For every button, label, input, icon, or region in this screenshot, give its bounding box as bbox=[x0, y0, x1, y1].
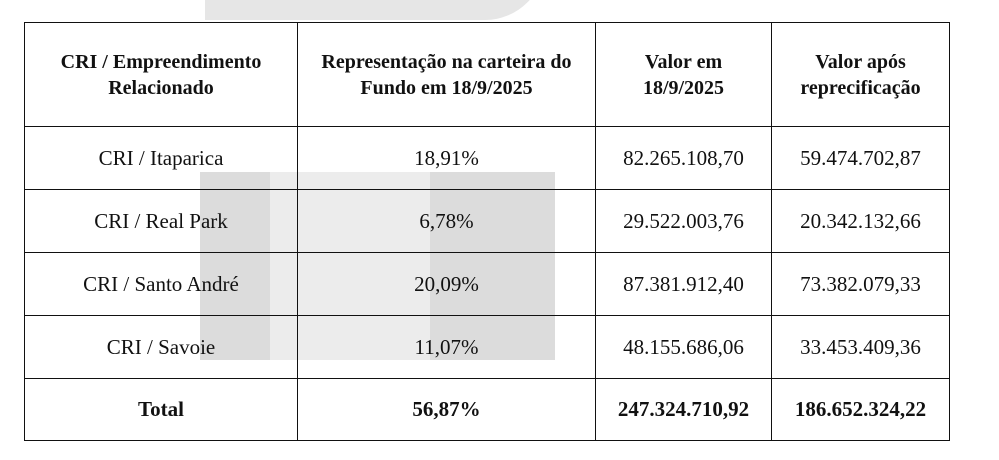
watermark-shape bbox=[205, 0, 545, 20]
total-representacao: 56,87% bbox=[297, 378, 596, 441]
table-row: CRI / Itaparica 18,91% 82.265.108,70 59.… bbox=[24, 126, 950, 190]
cell-valor-apos: 59.474.702,87 bbox=[771, 126, 950, 190]
total-valor-em: 247.324.710,92 bbox=[595, 378, 772, 441]
table-header-row: CRI / Empreendimento Relacionado Represe… bbox=[24, 22, 950, 127]
table-row: CRI / Santo André 20,09% 87.381.912,40 7… bbox=[24, 252, 950, 316]
cell-representacao: 20,09% bbox=[297, 252, 596, 316]
column-header-representacao: Representação na carteira do Fundo em 18… bbox=[297, 22, 596, 127]
cell-empreendimento: CRI / Real Park bbox=[24, 189, 298, 253]
cell-empreendimento: CRI / Santo André bbox=[24, 252, 298, 316]
cell-representacao: 18,91% bbox=[297, 126, 596, 190]
cell-representacao: 11,07% bbox=[297, 315, 596, 379]
total-valor-apos: 186.652.324,22 bbox=[771, 378, 950, 441]
cell-valor-apos: 73.382.079,33 bbox=[771, 252, 950, 316]
cell-valor-em: 82.265.108,70 bbox=[595, 126, 772, 190]
column-header-empreendimento: CRI / Empreendimento Relacionado bbox=[24, 22, 298, 127]
table-row: CRI / Real Park 6,78% 29.522.003,76 20.3… bbox=[24, 189, 950, 253]
cell-valor-em: 29.522.003,76 bbox=[595, 189, 772, 253]
cri-valuation-table: CRI / Empreendimento Relacionado Represe… bbox=[24, 22, 950, 441]
total-label: Total bbox=[24, 378, 298, 441]
cell-empreendimento: CRI / Itaparica bbox=[24, 126, 298, 190]
cell-valor-apos: 33.453.409,36 bbox=[771, 315, 950, 379]
cell-valor-em: 87.381.912,40 bbox=[595, 252, 772, 316]
total-row: Total 56,87% 247.324.710,92 186.652.324,… bbox=[24, 378, 950, 441]
table-row: CRI / Savoie 11,07% 48.155.686,06 33.453… bbox=[24, 315, 950, 379]
column-header-valor-em: Valor em 18/9/2025 bbox=[595, 22, 772, 127]
column-header-valor-apos: Valor após reprecificação bbox=[771, 22, 950, 127]
cell-valor-em: 48.155.686,06 bbox=[595, 315, 772, 379]
cell-empreendimento: CRI / Savoie bbox=[24, 315, 298, 379]
cell-valor-apos: 20.342.132,66 bbox=[771, 189, 950, 253]
cell-representacao: 6,78% bbox=[297, 189, 596, 253]
